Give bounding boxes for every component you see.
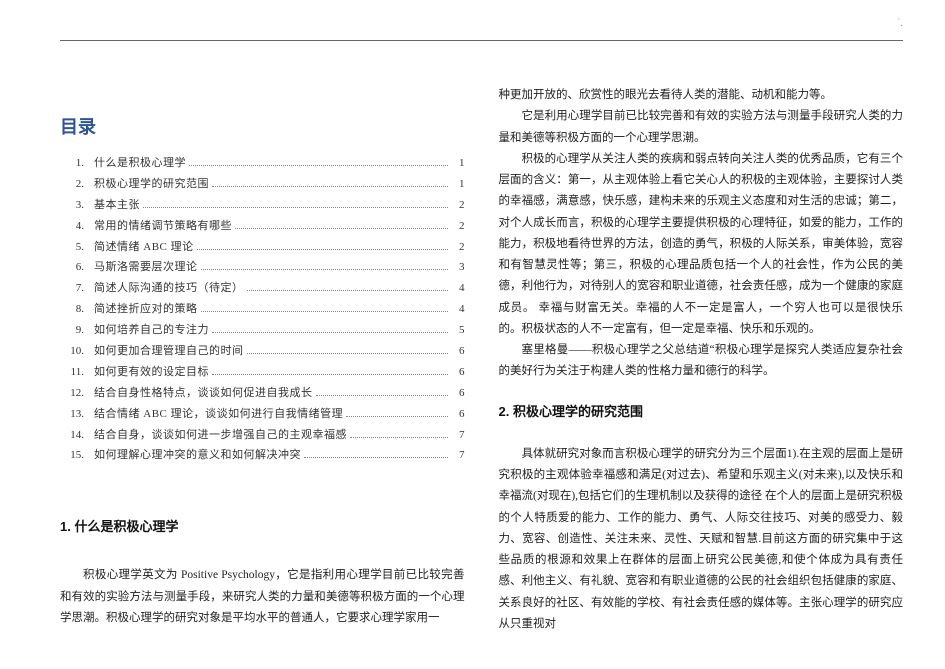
toc-leader-dots: [201, 269, 448, 270]
section-heading-1: 1. 什么是积极心理学: [60, 516, 465, 535]
toc-item-page: 5: [451, 320, 465, 341]
toc-item: 8. 简述挫折应对的策略 4: [60, 299, 465, 320]
table-of-contents: 1. 什么是积极心理学 1 2. 积极心理学的研究范围 1 3. 基本主张 2 …: [60, 153, 465, 466]
toc-item-number: 7.: [60, 278, 84, 299]
toc-item: 9. 如何培养自己的专注力 5: [60, 320, 465, 341]
body-paragraph: 积极的心理学从关注人类的疾病和弱点转向关注人类的优秀品质，它有三个层面的含义：第…: [499, 149, 904, 340]
toc-item-number: 5.: [60, 237, 84, 258]
toc-item-page: 6: [451, 383, 465, 404]
toc-leader-dots: [189, 165, 448, 166]
body-paragraph: 它是利用心理学目前已比较完善和有效的实验方法与测量手段研究人类的力量和美德等积极…: [499, 106, 904, 149]
toc-leader-dots: [316, 395, 448, 396]
toc-item: 3. 基本主张 2: [60, 195, 465, 216]
toc-item-number: 13.: [60, 404, 84, 425]
toc-leader-dots: [247, 353, 448, 354]
toc-item-page: 6: [451, 404, 465, 425]
toc-item-page: 2: [451, 237, 465, 258]
toc-leader-dots: [197, 249, 448, 250]
toc-item-number: 8.: [60, 299, 84, 320]
body-paragraph: 种更加开放的、欣赏性的眼光去看待人类的潜能、动机和能力等。: [499, 85, 904, 106]
toc-item-number: 10.: [60, 341, 84, 362]
toc-item-number: 9.: [60, 320, 84, 341]
toc-item-label: 结合自身性格特点，谈谈如何促进自我成长: [94, 383, 313, 404]
body-paragraph: 具体就研究对象而言积极心理学的研究分为三个层面1).在主观的层面上是研究积极的主…: [499, 444, 904, 635]
toc-title: 目录: [60, 113, 465, 139]
toc-item-number: 15.: [60, 445, 84, 466]
toc-item: 2. 积极心理学的研究范围 1: [60, 174, 465, 195]
toc-item-page: 1: [451, 174, 465, 195]
toc-item-page: 3: [451, 257, 465, 278]
toc-item: 11. 如何更有效的设定目标 6: [60, 362, 465, 383]
toc-item-number: 4.: [60, 216, 84, 237]
toc-item-page: 4: [451, 299, 465, 320]
toc-item: 4. 常用的情绪调节策略有哪些 2: [60, 216, 465, 237]
toc-item: 6. 马斯洛需要层次理论 3: [60, 257, 465, 278]
toc-item: 10. 如何更加合理管理自己的时间 6: [60, 341, 465, 362]
toc-item-page: 1: [451, 153, 465, 174]
toc-item-number: 1.: [60, 153, 84, 174]
toc-item-label: 结合情绪 ABC 理论，谈谈如何进行自我情绪管理: [94, 404, 343, 425]
toc-leader-dots: [304, 457, 448, 458]
toc-item: 5. 简述情绪 ABC 理论 2: [60, 237, 465, 258]
toc-item-number: 12.: [60, 383, 84, 404]
toc-leader-dots: [212, 374, 448, 375]
body-paragraph: 积极心理学英文为 Positive Psychology，它是指利用心理学目前已…: [60, 565, 465, 629]
toc-item-label: 如何更有效的设定目标: [94, 362, 209, 383]
toc-item-page: 7: [451, 445, 465, 466]
toc-item-label: 积极心理学的研究范围: [94, 174, 209, 195]
toc-item: 13. 结合情绪 ABC 理论，谈谈如何进行自我情绪管理 6: [60, 404, 465, 425]
toc-item-label: 常用的情绪调节策略有哪些: [94, 216, 232, 237]
toc-item: 12. 结合自身性格特点，谈谈如何促进自我成长 6: [60, 383, 465, 404]
section-heading-2: 2. 积极心理学的研究范围: [499, 401, 904, 420]
left-column: 目录 1. 什么是积极心理学 1 2. 积极心理学的研究范围 1 3. 基本主张…: [60, 85, 465, 649]
two-column-layout: 目录 1. 什么是积极心理学 1 2. 积极心理学的研究范围 1 3. 基本主张…: [60, 85, 903, 649]
toc-item-page: 6: [451, 362, 465, 383]
corner-mark: `.: [897, 18, 903, 29]
toc-item-number: 14.: [60, 425, 84, 446]
toc-item-page: 7: [451, 425, 465, 446]
toc-leader-dots: [350, 437, 448, 438]
toc-item-label: 如何更加合理管理自己的时间: [94, 341, 244, 362]
toc-item-number: 2.: [60, 174, 84, 195]
toc-item-label: 简述人际沟通的技巧（待定）: [94, 278, 244, 299]
toc-leader-dots: [212, 186, 448, 187]
toc-item-label: 如何培养自己的专注力: [94, 320, 209, 341]
toc-item-page: 4: [451, 278, 465, 299]
body-paragraph: 塞里格曼——积极心理学之父总结道“积极心理学是探究人类适应复杂社会的美好行为关注…: [499, 340, 904, 383]
right-column: 种更加开放的、欣赏性的眼光去看待人类的潜能、动机和能力等。 它是利用心理学目前已…: [499, 85, 904, 649]
toc-item-label: 基本主张: [94, 195, 140, 216]
toc-item-label: 简述情绪 ABC 理论: [94, 237, 194, 258]
toc-leader-dots: [346, 416, 447, 417]
toc-item-label: 如何理解心理冲突的意义和如何解决冲突: [94, 445, 301, 466]
toc-item-number: 6.: [60, 257, 84, 278]
toc-leader-dots: [235, 228, 448, 229]
toc-item-label: 马斯洛需要层次理论: [94, 257, 198, 278]
toc-leader-dots: [143, 207, 448, 208]
top-rule: [60, 40, 903, 41]
toc-item: 14. 结合自身，谈谈如何进一步增强自己的主观幸福感 7: [60, 425, 465, 446]
toc-item-label: 结合自身，谈谈如何进一步增强自己的主观幸福感: [94, 425, 347, 446]
toc-item: 15. 如何理解心理冲突的意义和如何解决冲突 7: [60, 445, 465, 466]
toc-item-number: 3.: [60, 195, 84, 216]
toc-item-label: 什么是积极心理学: [94, 153, 186, 174]
toc-item-page: 6: [451, 341, 465, 362]
toc-item-page: 2: [451, 216, 465, 237]
toc-item-label: 简述挫折应对的策略: [94, 299, 198, 320]
toc-item-page: 2: [451, 195, 465, 216]
toc-item: 7. 简述人际沟通的技巧（待定） 4: [60, 278, 465, 299]
toc-leader-dots: [201, 311, 448, 312]
toc-leader-dots: [247, 290, 448, 291]
toc-leader-dots: [212, 332, 448, 333]
toc-item: 1. 什么是积极心理学 1: [60, 153, 465, 174]
toc-item-number: 11.: [60, 362, 84, 383]
